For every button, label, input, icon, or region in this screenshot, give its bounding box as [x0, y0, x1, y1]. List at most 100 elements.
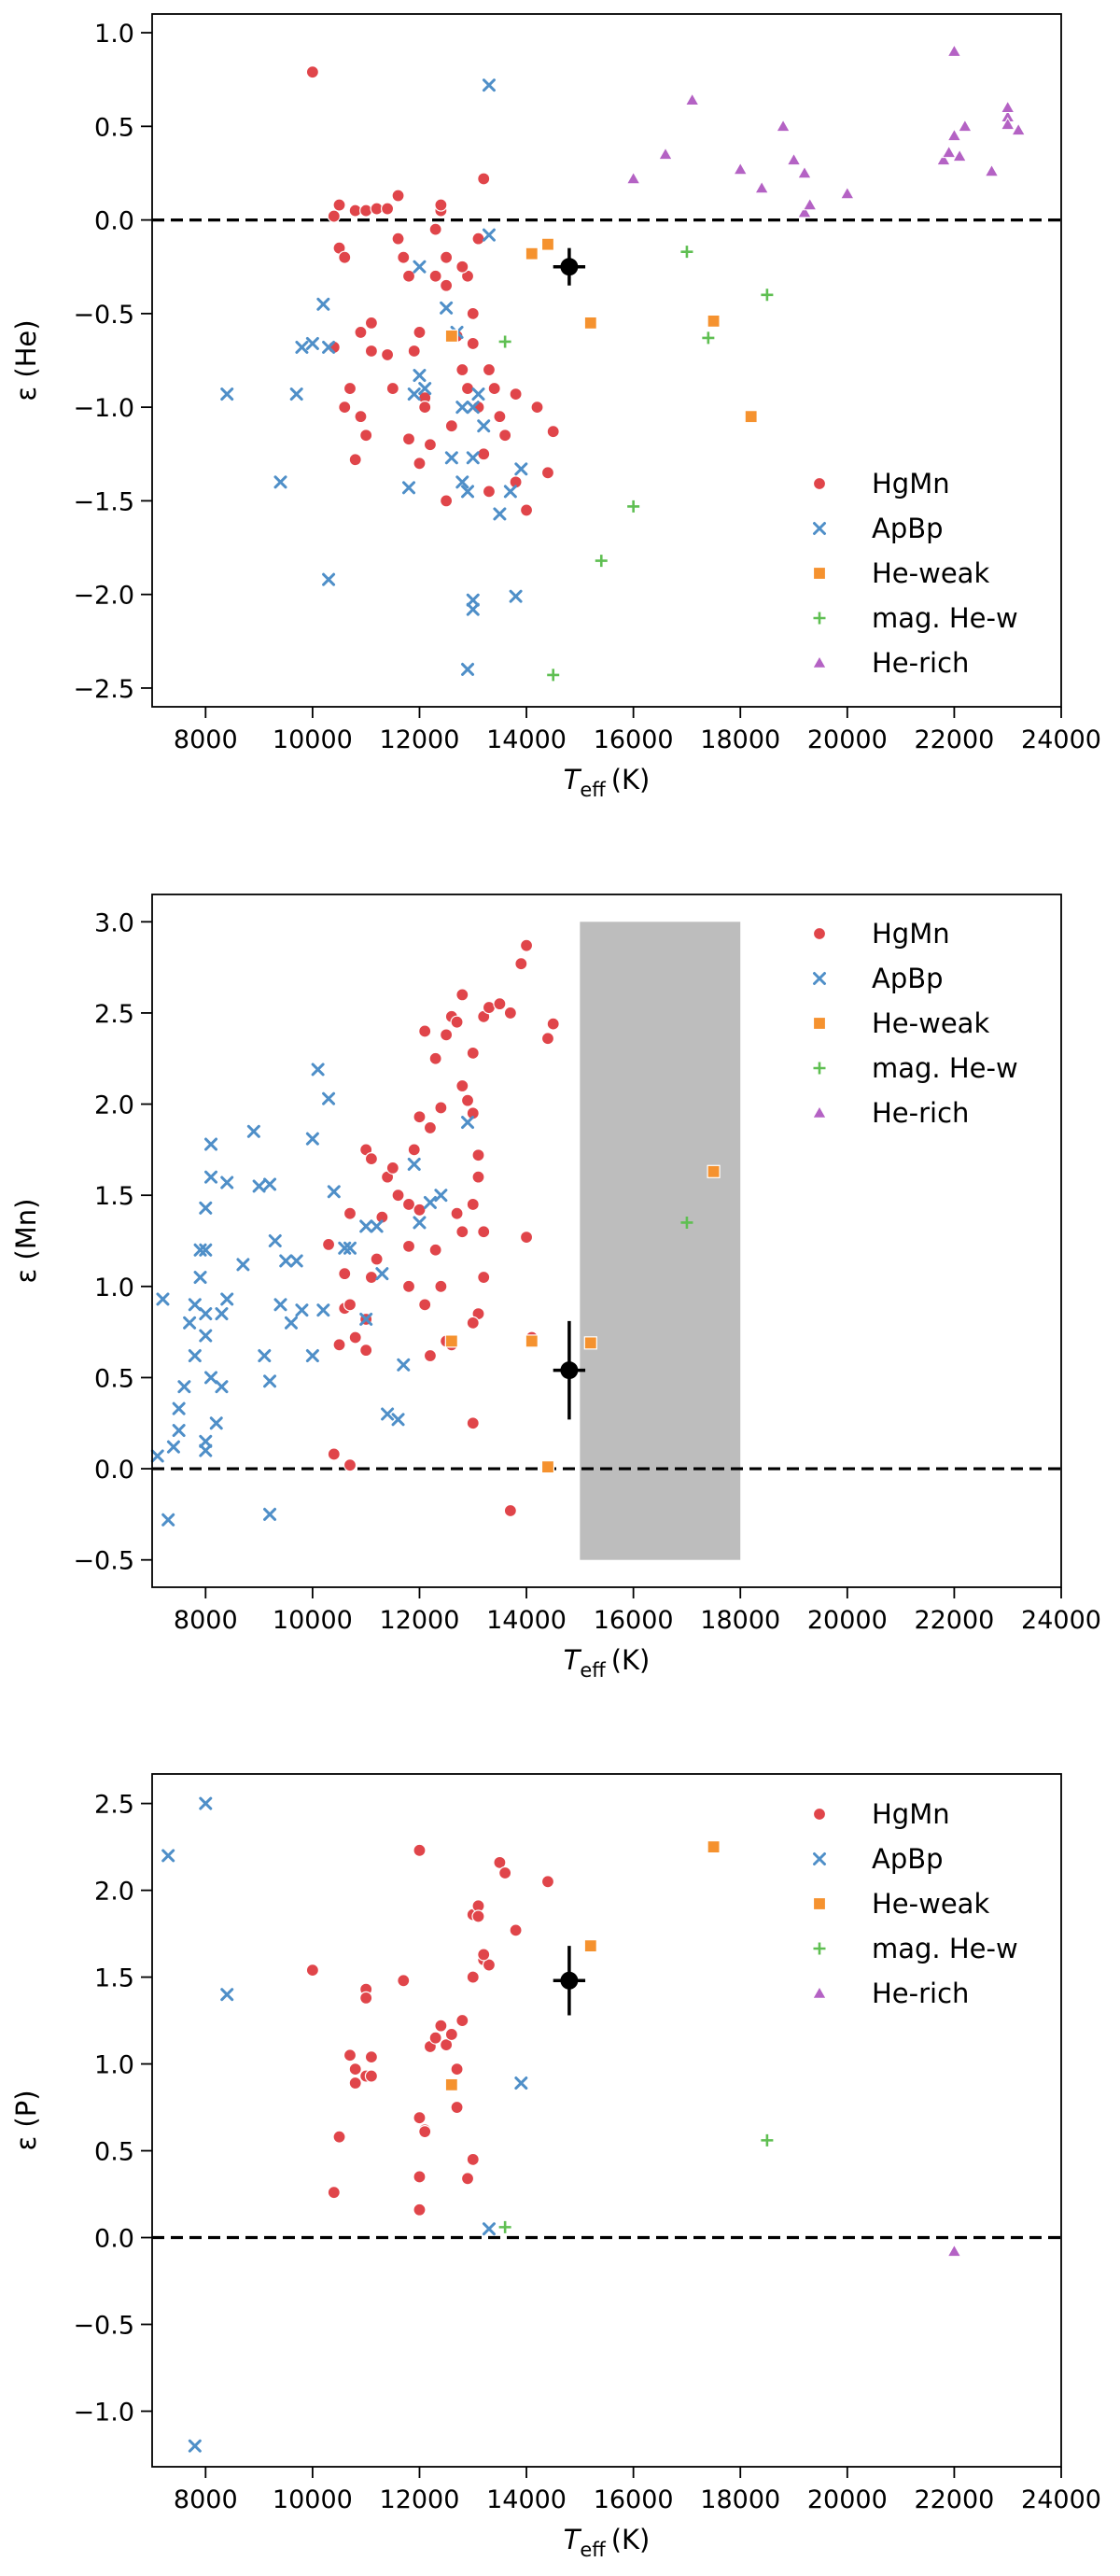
y-tick-label: 0.0 [94, 207, 134, 236]
point-apbp [305, 1132, 319, 1146]
point-hgmn [519, 938, 534, 952]
point-hgmn [364, 1152, 379, 1166]
legend-marker-he-rich [812, 655, 827, 669]
point-apbp [252, 1179, 266, 1193]
y-axis-label: ε (Mn) [10, 1199, 42, 1284]
point-hgmn [493, 410, 507, 424]
legend-label-he-weak: He-weak [872, 557, 989, 589]
point-apbp [305, 336, 319, 350]
point-apbp [461, 662, 475, 676]
point-hgmn [413, 2203, 427, 2217]
point-he-weak [707, 1164, 721, 1178]
point-apbp [503, 485, 517, 499]
point-he-rich [936, 152, 951, 166]
point-hgmn [546, 1017, 560, 1031]
x-tick-label: 10000 [273, 725, 353, 754]
point-apbp [482, 2222, 496, 2236]
point-he-weak [444, 329, 458, 344]
point-hgmn [413, 1110, 427, 1124]
point-apbp [268, 1234, 282, 1247]
point-apbp [413, 1216, 427, 1230]
point-he-rich [839, 186, 855, 200]
point-hgmn [364, 316, 379, 330]
legend-marker-he-weak [812, 566, 827, 581]
x-tick-label: 22000 [914, 725, 994, 754]
point-apbp [289, 1254, 303, 1268]
point-hgmn [354, 325, 368, 340]
point-he-rich [946, 2244, 962, 2258]
point-apbp [273, 475, 287, 489]
x-tick-label: 16000 [594, 1606, 674, 1635]
x-tick-label: 24000 [1021, 725, 1101, 754]
point-apbp [273, 1298, 287, 1312]
point-he-weak [707, 314, 721, 328]
x-tick-label: 24000 [1021, 1606, 1101, 1635]
point-hgmn [338, 401, 352, 415]
point-hgmn [305, 1964, 319, 1978]
legend-marker-he-weak [812, 1896, 827, 1911]
x-tick-label: 12000 [380, 2485, 460, 2514]
legend: HgMn ApBp He-weak mag. He-w He-rich [812, 468, 1018, 679]
point-apbp [284, 1316, 298, 1330]
point-hgmn [364, 2050, 379, 2064]
point-he-rich [776, 119, 791, 133]
point-apbp [413, 369, 427, 383]
x-tick-label: 16000 [594, 2485, 674, 2514]
y-tick-label: 1.5 [94, 1964, 134, 1993]
point-apbp [161, 1849, 175, 1863]
x-tick-label: 8000 [174, 725, 238, 754]
point-hgmn [332, 1338, 346, 1352]
point-apbp [423, 1195, 437, 1209]
point-apbp [246, 1124, 260, 1138]
point-apbp [289, 387, 303, 401]
point-apbp [220, 1175, 234, 1189]
point-hgmn [348, 1330, 362, 1344]
point-hgmn [413, 1203, 427, 1217]
point-apbp [166, 1440, 180, 1454]
point-apbp [220, 1988, 234, 2002]
point-hgmn [354, 410, 368, 424]
y-tick-label: 0.5 [94, 2138, 134, 2167]
point-apbp [397, 1358, 411, 1372]
point-he-rich [733, 162, 749, 176]
point-hgmn [385, 381, 399, 396]
y-tick-label: −0.5 [73, 2312, 134, 2341]
legend-label-hgmn: HgMn [872, 918, 950, 950]
x-tick-label: 18000 [700, 725, 780, 754]
point-hgmn [482, 362, 497, 377]
legend-label-he-weak: He-weak [872, 1007, 989, 1039]
y-tick-label: 0.0 [94, 1456, 134, 1485]
legend-marker-mag-he-w [813, 1062, 826, 1075]
point-apbp [444, 451, 458, 465]
axes-frame [151, 13, 1062, 708]
legend-label-he-weak: He-weak [872, 1888, 989, 1920]
point-apbp [305, 1349, 319, 1363]
x-tick-label: 12000 [380, 725, 460, 754]
x-tick-label: 18000 [700, 1606, 780, 1635]
panel-1: 8000 10000 12000 14000 16000 18000 20000 22000 2… [10, 13, 1101, 801]
point-hgmn [466, 1197, 480, 1212]
y-tick-label: 3.0 [94, 908, 134, 937]
reference-marker [560, 1361, 579, 1380]
series-mag-he-w [498, 246, 774, 682]
point-hgmn [401, 1197, 416, 1212]
point-apbp [509, 589, 523, 603]
y-tick-label: 1.0 [94, 1274, 134, 1302]
point-hgmn [540, 1032, 555, 1046]
x-tick-label: 16000 [594, 725, 674, 754]
point-apbp [466, 401, 480, 415]
point-apbp [183, 1316, 197, 1330]
point-hgmn [434, 1279, 448, 1293]
point-he-rich [952, 148, 968, 162]
point-hgmn [348, 453, 362, 467]
point-hgmn [401, 432, 416, 446]
point-apbp [220, 1292, 234, 1306]
point-hgmn [466, 336, 480, 351]
point-he-rich [946, 128, 962, 142]
legend-marker-apbp [813, 522, 826, 535]
point-he-rich [754, 180, 770, 194]
point-hgmn [413, 2111, 427, 2125]
point-apbp [434, 1189, 448, 1203]
point-hgmn [434, 2019, 448, 2033]
point-apbp [156, 1292, 170, 1306]
